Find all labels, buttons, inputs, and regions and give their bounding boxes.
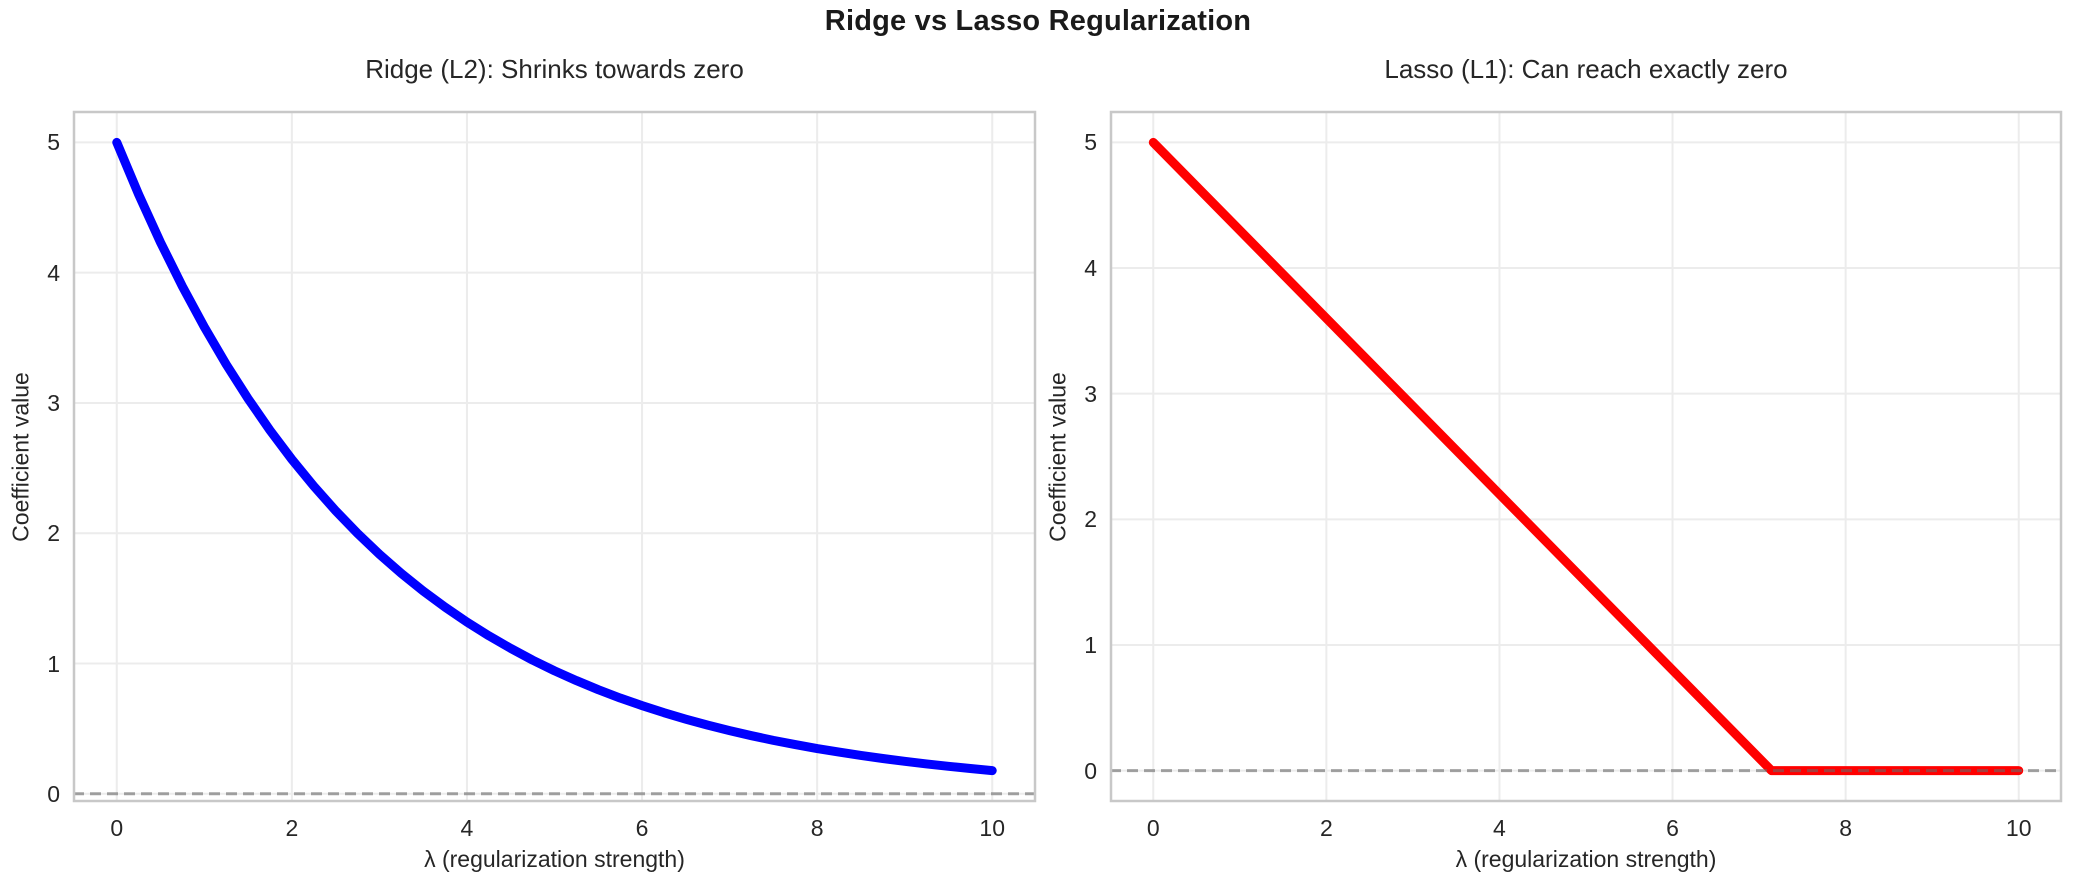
lasso-line <box>1148 137 2024 776</box>
x-tick-label: 6 <box>635 815 649 841</box>
y-tick-label: 3 <box>47 389 60 416</box>
y-tick-label: 4 <box>1084 255 1097 282</box>
lasso-subplot-title: Lasso (L1): Can reach exactly zero <box>1384 54 1788 84</box>
x-tick-label: 2 <box>1319 815 1333 841</box>
x-tick-label: 6 <box>1666 815 1679 841</box>
ridge-x-axis-label: λ (regularization strength) <box>424 846 685 872</box>
y-tick-label: 1 <box>1084 631 1097 658</box>
x-tick-label: 8 <box>1839 815 1853 841</box>
ridge-subplot-title: Ridge (L2): Shrinks towards zero <box>365 54 744 84</box>
ridge-plot-area <box>72 110 1037 803</box>
plot-border <box>1109 110 2063 803</box>
y-tick-label: 2 <box>1084 506 1097 533</box>
x-tick-label: 4 <box>1493 815 1506 841</box>
x-tick-label: 10 <box>979 815 1006 841</box>
y-tick-label: 5 <box>47 129 60 156</box>
plot-border <box>72 110 1037 803</box>
x-tick-label: 4 <box>460 815 474 841</box>
x-tick-label: 8 <box>810 815 824 841</box>
x-tick-label: 0 <box>1146 815 1160 841</box>
ridge-y-axis-label: Coefficient value <box>7 371 34 542</box>
ridge-line <box>112 137 997 776</box>
y-tick-label: 2 <box>47 520 60 547</box>
y-tick-label: 1 <box>47 650 60 677</box>
lasso-plot-area <box>1109 110 2063 803</box>
y-tick-label: 5 <box>1084 129 1097 156</box>
y-tick-label: 3 <box>1084 380 1097 407</box>
x-tick-label: 2 <box>285 815 299 841</box>
ridge-subplot: Ridge (L2): Shrinks towards zero Coeffic… <box>8 54 1037 872</box>
lasso-y-axis-label: Coefficient value <box>1044 371 1071 542</box>
y-tick-label: 4 <box>47 259 60 286</box>
lasso-x-axis-label: λ (regularization strength) <box>1455 846 1717 872</box>
x-tick-label: 10 <box>2005 815 2032 841</box>
lasso-subplot: Lasso (L1): Can reach exactly zero Coeff… <box>1045 54 2063 872</box>
y-tick-label: 0 <box>47 780 60 807</box>
figure-title: Ridge vs Lasso Regularization <box>824 5 1252 37</box>
x-tick-label: 0 <box>110 815 124 841</box>
y-tick-label: 0 <box>1084 757 1097 784</box>
